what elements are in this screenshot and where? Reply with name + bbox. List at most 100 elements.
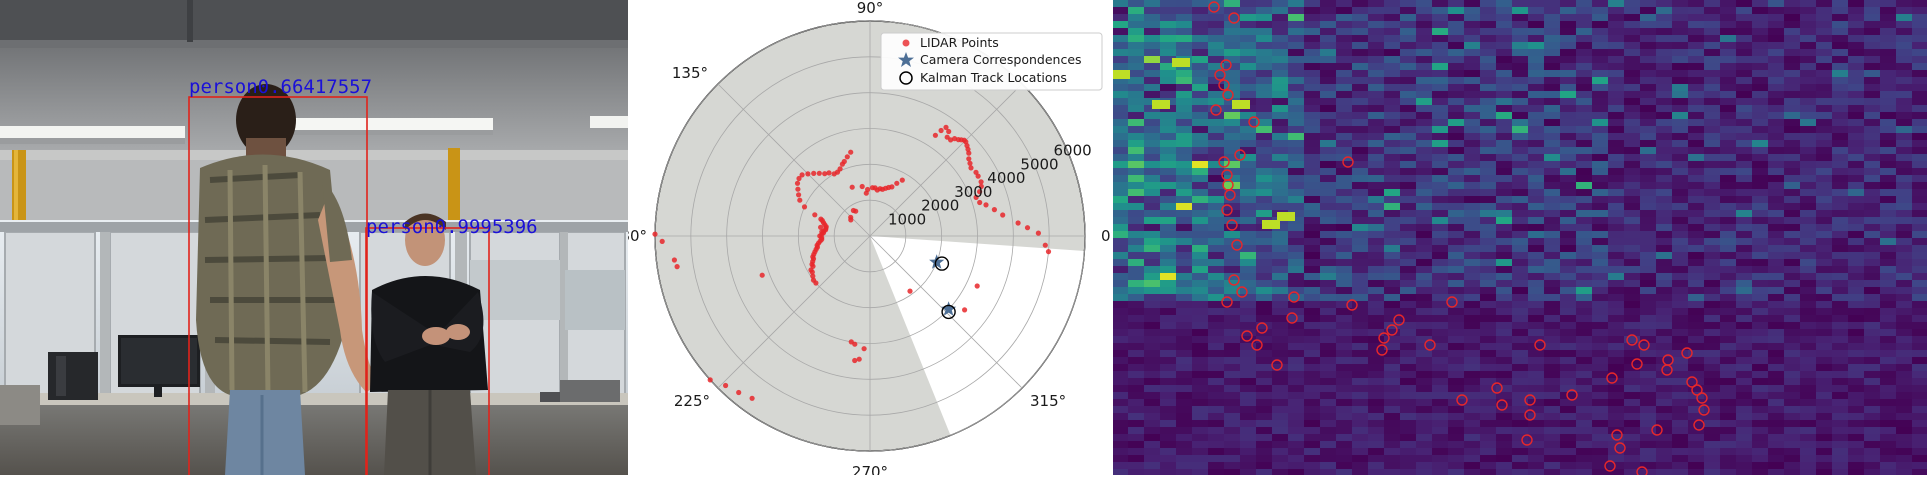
heatmap-track-marker (1424, 339, 1436, 351)
lidar-point (659, 238, 665, 244)
lidar-point (907, 288, 913, 294)
radial-tick-label: 3000 (954, 183, 992, 201)
heatmap-track-marker (1224, 189, 1236, 201)
lidar-point (805, 171, 811, 177)
heatmap-track-marker (1614, 442, 1626, 454)
lidar-point (819, 229, 825, 235)
angle-tick-label: 180° (628, 227, 647, 245)
lidar-point (799, 172, 805, 178)
radial-tick-label: 5000 (1020, 155, 1058, 173)
lidar-point (796, 175, 802, 182)
lidar-polar-chart: 0° 90° 135° 180° 225° 270° 315° 100020003000400… (611, 0, 1118, 479)
lidar-point (822, 171, 828, 177)
lidar-point (809, 269, 815, 275)
lidar-point (968, 165, 974, 171)
lidar-point (975, 173, 981, 179)
lidar-point (801, 204, 808, 210)
heatmap-panel (1112, 0, 1927, 475)
heatmap-track-marker (1521, 434, 1533, 446)
lidar-point (707, 377, 713, 383)
person-dark-hoodie (370, 213, 488, 475)
lidar-point (978, 179, 984, 185)
lidar-point (848, 149, 854, 155)
polar-plot-panel: 0° 90° 135° 180° 225° 270° 315° 100020003000400… (611, 0, 1118, 479)
lidar-point (856, 356, 862, 362)
heatmap-track-marker (1636, 466, 1648, 475)
lidar-point (859, 183, 865, 190)
radial-tick-label: 2000 (921, 197, 959, 215)
heatmap-track-marker (1524, 394, 1536, 406)
lidar-point (794, 180, 801, 186)
heatmap-track-marker (1214, 69, 1226, 81)
lidar-point (1024, 225, 1031, 231)
heatmap-track-marker (1221, 204, 1233, 216)
lidar-point (973, 194, 979, 200)
person-plaid-shirt (196, 84, 380, 475)
lidar-point (796, 192, 802, 198)
kalman-track-marker (941, 304, 956, 320)
heatmap-track-marker (1491, 382, 1503, 394)
lidar-point (967, 160, 973, 166)
heatmap-track-marker (1691, 384, 1703, 396)
heatmap-track-marker (1661, 364, 1673, 376)
heatmap-track-marker (1376, 344, 1388, 356)
heatmap-track-marker (1393, 314, 1405, 326)
lidar-point (938, 127, 944, 134)
heatmap-track-marker (1606, 372, 1618, 384)
lidar-point (749, 395, 755, 401)
lidar-point (795, 186, 801, 192)
heatmap-track-marker (1534, 339, 1546, 351)
heatmap-track-marker (1378, 332, 1390, 344)
heatmap-track-marker (1218, 156, 1230, 168)
angle-tick-label: 315° (1030, 392, 1066, 410)
angular-gridline (869, 83, 1023, 237)
heatmap-track-marker (1256, 322, 1268, 334)
radial-tick-label: 4000 (987, 169, 1025, 187)
angular-gridline (717, 83, 871, 237)
lidar-point (839, 161, 845, 167)
lidar-point (852, 341, 858, 347)
angle-tick-label: 90° (857, 0, 884, 17)
lidar-point (1035, 230, 1041, 236)
lidar-point (978, 183, 984, 189)
lidar-point (973, 169, 979, 175)
radial-tick-label: 1000 (888, 210, 926, 228)
lidar-point (894, 180, 900, 186)
heatmap-track-marker (1604, 460, 1616, 472)
heatmap-track-marker (1681, 347, 1693, 359)
angle-tick-label: 270° (852, 463, 888, 475)
lidar-point (991, 207, 997, 213)
legend-label-lidar: LIDAR Points (920, 35, 999, 50)
lidar-point (899, 177, 905, 183)
detection-box-person-2 (365, 227, 490, 475)
heatmap-track-marker (1248, 116, 1260, 128)
heatmap-track-marker (1222, 89, 1234, 101)
detection-label-1: person0.66417557 (189, 76, 372, 98)
heatmap-track-marker (1208, 1, 1220, 13)
heatmap-track-marker (1496, 399, 1508, 411)
radial-tick-label: 6000 (1054, 142, 1092, 160)
heatmap-track-marker (1651, 424, 1663, 436)
lidar-point (948, 137, 954, 143)
lidar-point (671, 257, 677, 263)
angle-tick-label: 225° (674, 392, 710, 410)
lidar-point (966, 156, 972, 162)
lidar-point (844, 154, 850, 160)
heatmap-track-marker (1342, 156, 1354, 168)
fov-wedge (870, 236, 1085, 436)
heatmap-track-marker (1626, 334, 1638, 346)
heatmap-track-marker (1686, 376, 1698, 388)
heatmap-track-marker (1271, 359, 1283, 371)
lidar-point (983, 202, 989, 208)
heatmap-track-marker (1698, 404, 1710, 416)
legend-marker-lidar (902, 39, 910, 47)
heatmap-track-marker (1346, 299, 1358, 311)
lidar-point (813, 280, 819, 286)
lidar-point (966, 150, 972, 156)
detection-box-person-1 (188, 96, 368, 475)
lidar-point (946, 128, 952, 135)
detection-label-2: person0.9995396 (366, 216, 538, 238)
camera-frame-image: person0.66417557 person0.9995396 (0, 0, 628, 475)
lidar-point (977, 189, 983, 195)
legend-marker-camera (898, 52, 914, 67)
